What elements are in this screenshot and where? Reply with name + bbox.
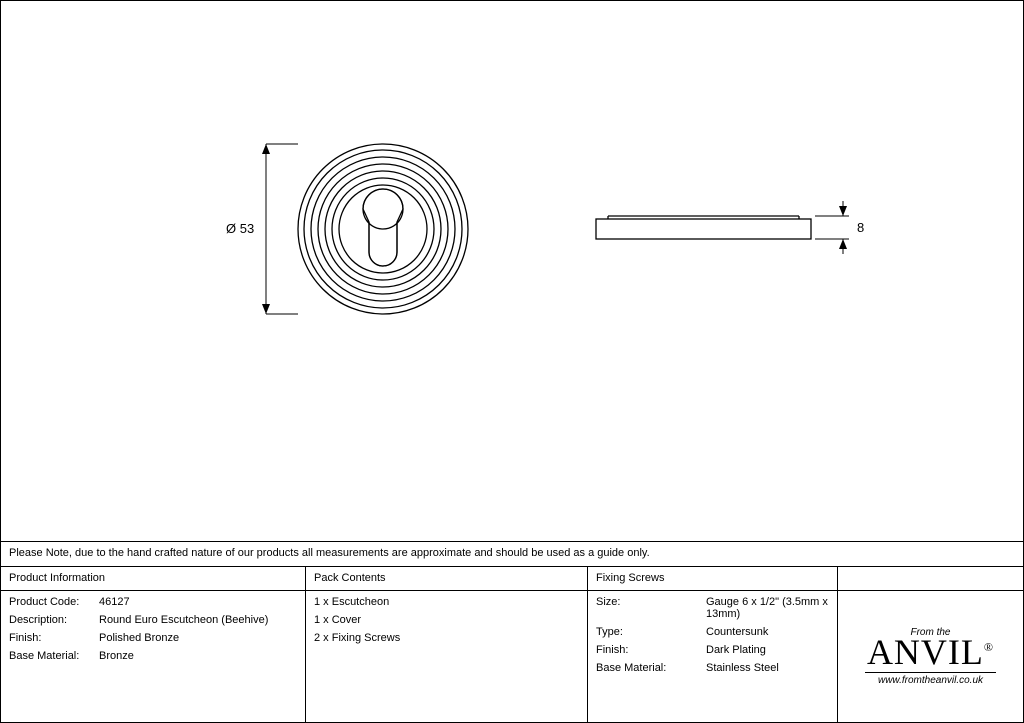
fs-finish: Dark Plating — [706, 644, 829, 656]
logo-url: www.fromtheanvil.co.uk — [878, 675, 983, 686]
pack-line: 1 x Cover — [314, 614, 579, 626]
dim-depth-label: 8 — [857, 220, 864, 235]
drawing-svg: Ø 53 — [1, 1, 1024, 541]
registered-icon: ® — [984, 640, 994, 654]
info-body-row: Product Code:46127 Description:Round Eur… — [1, 591, 1023, 722]
info-header-row: Product Information Pack Contents Fixing… — [1, 567, 1023, 591]
pi-finish: Polished Bronze — [99, 632, 297, 644]
pi-code-label: Product Code: — [9, 596, 99, 608]
logo-name: ANVIL® — [865, 634, 996, 673]
pi-base-label: Base Material: — [9, 650, 99, 662]
pack-line: 1 x Escutcheon — [314, 596, 579, 608]
fs-type-label: Type: — [596, 626, 706, 638]
pi-code: 46127 — [99, 596, 297, 608]
pack-contents-cell: 1 x Escutcheon 1 x Cover 2 x Fixing Scre… — [306, 591, 588, 722]
dim-diameter — [262, 144, 298, 314]
dim-depth — [815, 201, 849, 254]
fs-type: Countersunk — [706, 626, 829, 638]
header-logo-cell — [838, 567, 1023, 590]
fs-finish-label: Finish: — [596, 644, 706, 656]
pi-finish-label: Finish: — [9, 632, 99, 644]
spec-sheet: Ø 53 — [0, 0, 1024, 723]
front-view — [298, 144, 468, 314]
side-view — [596, 216, 811, 239]
pi-base: Bronze — [99, 650, 297, 662]
dim-diameter-label: Ø 53 — [226, 221, 254, 236]
fs-size: Gauge 6 x 1/2" (3.5mm x 13mm) — [706, 596, 829, 620]
note-row: Please Note, due to the hand crafted nat… — [1, 541, 1023, 567]
fixing-screws-cell: Size:Gauge 6 x 1/2" (3.5mm x 13mm) Type:… — [588, 591, 838, 722]
product-info-cell: Product Code:46127 Description:Round Eur… — [1, 591, 306, 722]
header-fixing-screws: Fixing Screws — [588, 567, 838, 590]
technical-drawing: Ø 53 — [1, 1, 1023, 541]
fs-base-label: Base Material: — [596, 662, 706, 674]
logo-cell: From the ANVIL® www.fromtheanvil.co.uk — [838, 591, 1023, 722]
header-pack-contents: Pack Contents — [306, 567, 588, 590]
fs-size-label: Size: — [596, 596, 706, 620]
note-text: Please Note, due to the hand crafted nat… — [9, 547, 650, 559]
fs-base: Stainless Steel — [706, 662, 829, 674]
pack-line: 2 x Fixing Screws — [314, 632, 579, 644]
header-product-info: Product Information — [1, 567, 306, 590]
brand-logo: From the ANVIL® www.fromtheanvil.co.uk — [846, 596, 1015, 717]
pi-desc: Round Euro Escutcheon (Beehive) — [99, 614, 297, 626]
pi-desc-label: Description: — [9, 614, 99, 626]
